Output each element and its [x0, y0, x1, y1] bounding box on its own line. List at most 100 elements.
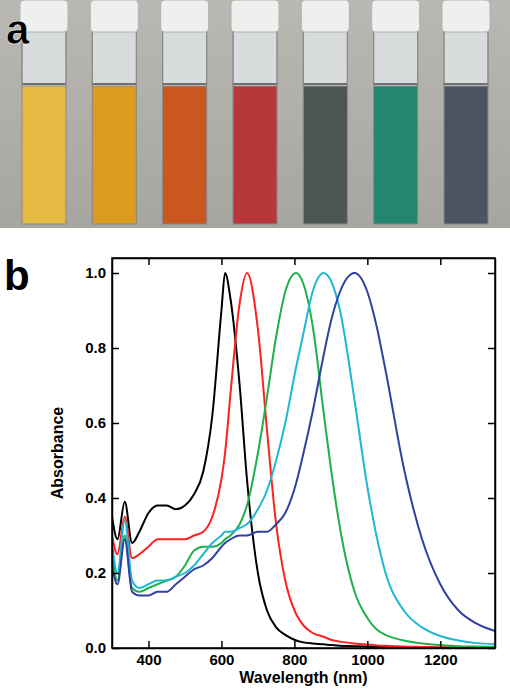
- vial-meniscus: [233, 83, 277, 85]
- vial-outline: [303, 30, 347, 224]
- tick-mark: [112, 648, 119, 650]
- tick-mark: [112, 423, 119, 425]
- spectrum-line: [112, 273, 495, 648]
- tick-mark: [148, 641, 150, 648]
- spectrum-line: [112, 273, 495, 647]
- vial: [442, 0, 490, 224]
- plot-frame: [112, 258, 495, 648]
- tick: [148, 258, 149, 265]
- tick-mark: [488, 648, 495, 650]
- tick-mark: [488, 348, 495, 350]
- spectrum-line: [112, 273, 495, 648]
- tick-label: 600: [209, 651, 234, 668]
- tick: 0.6: [85, 414, 119, 431]
- tick-label: 0.0: [85, 639, 106, 656]
- tick: [440, 258, 441, 265]
- tick-label: 0.8: [85, 339, 106, 356]
- tick: [488, 423, 495, 424]
- figure: a b 400 600 800 1000 1200 0.0 0.2 0.4 0.6 0.8 1.0 Wav…: [0, 0, 510, 691]
- vial-meniscus: [92, 83, 136, 85]
- vial-meniscus: [163, 83, 207, 85]
- tick-label: 0.4: [85, 489, 107, 506]
- vial-liquid: [163, 84, 207, 224]
- tick-mark: [112, 573, 119, 575]
- tick-mark: [294, 641, 296, 648]
- tick: [367, 258, 368, 265]
- vial-liquid: [233, 84, 277, 224]
- vial: [161, 0, 209, 224]
- photo-background: [0, 0, 510, 228]
- tick-mark: [112, 348, 119, 350]
- tick-mark: [112, 273, 119, 275]
- tick-label: 1000: [351, 651, 384, 668]
- axis: [488, 259, 496, 649]
- tick-mark: [488, 498, 495, 500]
- vial-meniscus: [444, 83, 488, 85]
- vial-liquid: [22, 84, 66, 224]
- chart-panel: b 400 600 800 1000 1200 0.0 0.2 0.4 0.6 0.8 1.0 Wave…: [4, 252, 496, 686]
- vial: [231, 0, 279, 224]
- vial-glass: [303, 30, 347, 86]
- tick: 0.4: [85, 489, 119, 506]
- tick: 1000: [351, 641, 384, 668]
- tick-mark: [221, 641, 223, 648]
- tick: 800: [282, 641, 307, 668]
- vial: [90, 0, 138, 224]
- y-axis-title: Absorbance: [49, 407, 66, 500]
- vial-outline: [163, 30, 207, 224]
- tick-mark: [294, 258, 296, 265]
- tick-mark: [367, 641, 369, 648]
- tick: 0.0: [85, 639, 119, 656]
- tick: [488, 273, 495, 274]
- vial-cap: [442, 0, 490, 32]
- vial-meniscus: [374, 83, 418, 85]
- plot-area: [112, 273, 495, 648]
- vial: [301, 0, 349, 224]
- tick: 0.8: [85, 339, 119, 356]
- tick: 0.2: [85, 564, 119, 581]
- tick: [488, 648, 495, 649]
- tick: [488, 348, 495, 349]
- tick: [294, 258, 295, 265]
- x-axis-title: Wavelength (nm): [239, 669, 367, 686]
- tick-mark: [488, 573, 495, 575]
- vial-meniscus: [22, 83, 66, 85]
- vial-cap: [301, 0, 349, 32]
- panel-label: a: [6, 6, 30, 53]
- tick: 1200: [424, 641, 457, 668]
- vial-glass: [233, 30, 277, 86]
- tick-label: 800: [282, 651, 307, 668]
- vial-cap: [372, 0, 420, 32]
- vial-glass: [374, 30, 418, 86]
- photo-panel: a: [0, 0, 510, 228]
- vial-liquid: [92, 84, 136, 224]
- tick: [221, 258, 222, 265]
- tick-label: 1.0: [85, 264, 106, 281]
- spectrum-line: [112, 273, 495, 631]
- tick-mark: [221, 258, 223, 265]
- tick: [488, 573, 495, 574]
- tick-mark: [148, 258, 150, 265]
- vial-glass: [163, 30, 207, 86]
- tick: 1.0: [85, 264, 119, 281]
- tick: 400: [136, 641, 161, 668]
- tick-mark: [440, 258, 442, 265]
- vial-cap: [161, 0, 209, 32]
- tick-mark: [112, 498, 119, 500]
- axis-line: [113, 258, 496, 260]
- panel-label: b: [4, 252, 30, 299]
- vial-cap: [90, 0, 138, 32]
- tick: [488, 498, 495, 499]
- tick-label: 0.2: [85, 564, 106, 581]
- vial: [372, 0, 420, 224]
- vial-cap: [231, 0, 279, 32]
- vial-outline: [92, 30, 136, 224]
- vial-outline: [444, 30, 488, 224]
- axis-line: [495, 259, 497, 649]
- vial-liquid: [303, 84, 347, 224]
- axis-line: [112, 259, 114, 649]
- vial-meniscus: [303, 83, 347, 85]
- vial-outline: [374, 30, 418, 224]
- vial-glass: [92, 30, 136, 86]
- vial-outline: [233, 30, 277, 224]
